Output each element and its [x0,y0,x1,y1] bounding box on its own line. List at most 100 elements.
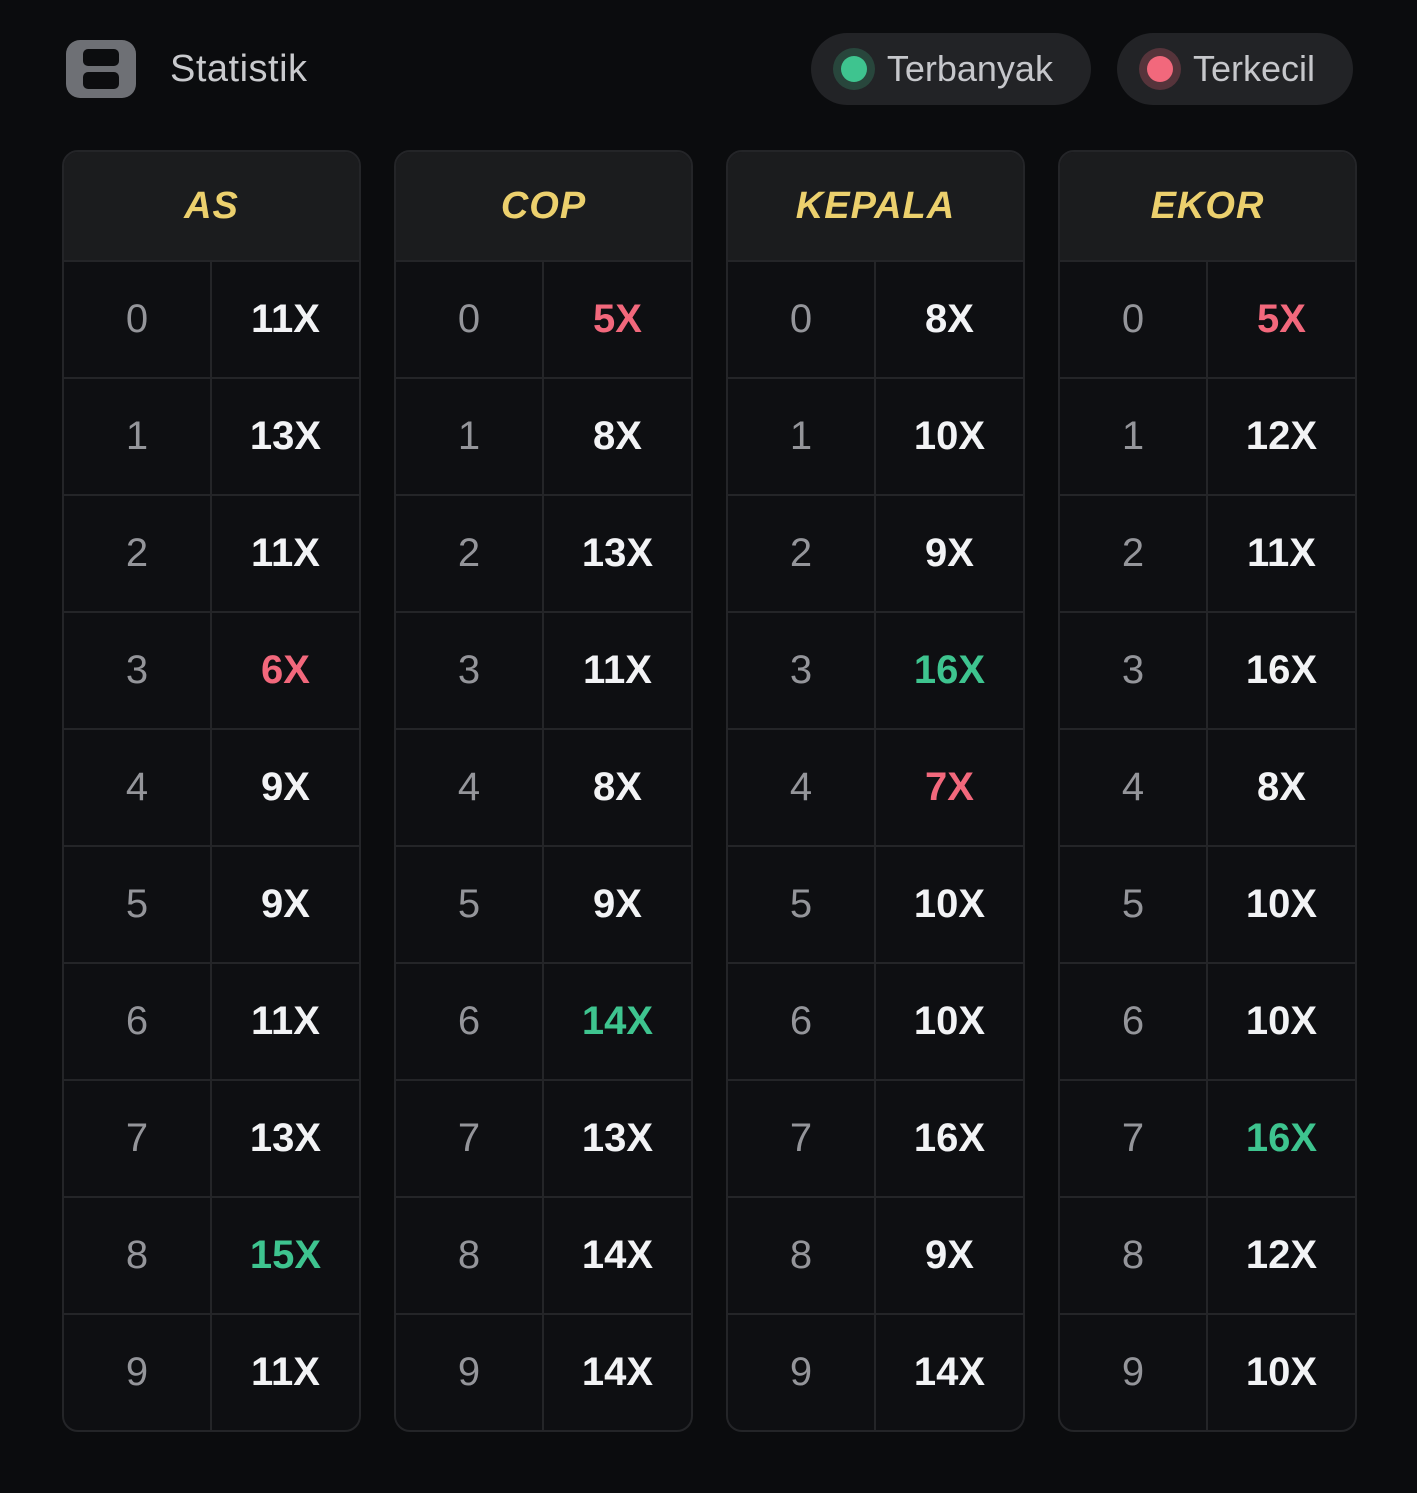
legend-label-terbanyak: Terbanyak [886,48,1053,89]
value-cell: 9X [593,882,642,926]
value-cell: 8X [1257,765,1306,809]
digit-cell: 4 [64,730,212,845]
table-row: 3 6X [64,613,359,730]
table-row: 2 9X [728,496,1023,613]
value-cell: 13X [249,414,322,458]
value-cell: 5X [593,297,642,341]
value-cell: 13X [581,531,654,575]
digit-cell: 5 [396,847,544,962]
value-cell: 9X [261,765,310,809]
value-cell: 5X [1257,297,1306,341]
digit-cell: 8 [64,1198,212,1313]
value-cell: 8X [593,765,642,809]
digit-cell: 3 [64,613,212,728]
table-row: 1 13X [64,379,359,496]
table-row: 3 11X [396,613,691,730]
value-cell: 10X [913,414,986,458]
value-cell: 9X [261,882,310,926]
digit-cell: 8 [1060,1198,1208,1313]
legend-pill-terbanyak[interactable]: Terbanyak [810,33,1091,105]
value-cell: 16X [913,648,986,692]
value-cell: 11X [251,297,320,341]
table-row: 9 14X [728,1315,1023,1430]
digit-cell: 3 [728,613,876,728]
table-row: 9 11X [64,1315,359,1430]
value-cell: 11X [251,1350,320,1394]
digit-cell: 2 [728,496,876,611]
value-cell: 14X [581,999,654,1043]
value-cell: 14X [581,1233,654,1277]
digit-cell: 0 [728,262,876,377]
digit-cell: 0 [64,262,212,377]
digit-cell: 1 [64,379,212,494]
stat-table-kepala: KEPALA 0 8X 1 10X 2 9X 3 16X 4 7X 5 10X 6 10X 7 16X 8 9X 9 1… [726,150,1025,1432]
table-row: 7 16X [728,1081,1023,1198]
table-row: 2 11X [1060,496,1355,613]
value-cell: 9X [925,1233,974,1277]
table-row: 1 12X [1060,379,1355,496]
value-cell: 13X [249,1116,322,1160]
table-row: 0 8X [728,262,1023,379]
digit-cell: 0 [396,262,544,377]
table-row: 7 13X [64,1081,359,1198]
digit-cell: 8 [728,1198,876,1313]
rows-icon-slot [83,49,119,66]
digit-cell: 5 [728,847,876,962]
digit-cell: 8 [396,1198,544,1313]
value-cell: 7X [925,765,974,809]
digit-cell: 7 [64,1081,212,1196]
title-group: Statistik [66,40,308,98]
table-row: 5 9X [64,847,359,964]
value-cell: 9X [925,531,974,575]
value-cell: 11X [583,648,652,692]
digit-cell: 6 [64,964,212,1079]
table-row: 7 13X [396,1081,691,1198]
table-title: COP [396,152,691,262]
value-cell: 12X [1245,1233,1318,1277]
digit-cell: 7 [1060,1081,1208,1196]
value-cell: 15X [249,1233,322,1277]
value-cell: 16X [913,1116,986,1160]
legend-pill-terkecil[interactable]: Terkecil [1116,33,1353,105]
table-row: 5 10X [1060,847,1355,964]
digit-cell: 4 [396,730,544,845]
legend: Terbanyak Terkecil [810,33,1353,105]
table-row: 0 5X [1060,262,1355,379]
table-row: 5 9X [396,847,691,964]
value-cell: 10X [1245,1350,1318,1394]
digit-cell: 3 [396,613,544,728]
digit-cell: 2 [64,496,212,611]
table-row: 1 10X [728,379,1023,496]
digit-cell: 1 [1060,379,1208,494]
table-row: 4 8X [1060,730,1355,847]
rows-icon-slot [83,72,119,89]
digit-cell: 6 [396,964,544,1079]
table-row: 2 11X [64,496,359,613]
table-title: AS [64,152,359,262]
digit-cell: 4 [728,730,876,845]
table-row: 5 10X [728,847,1023,964]
stat-table-cop: COP 0 5X 1 8X 2 13X 3 11X 4 8X 5 9X 6 14X 7 13X 8 14X 9 14X [394,150,693,1432]
statistics-tables: AS 0 11X 1 13X 2 11X 3 6X 4 9X 5 9X 6 11X 7 13X 8 15X 9 11X C… [62,150,1357,1432]
value-cell: 11X [251,999,320,1043]
value-cell: 10X [1245,882,1318,926]
table-row: 7 16X [1060,1081,1355,1198]
page-title: Statistik [170,47,308,90]
table-row: 8 12X [1060,1198,1355,1315]
legend-label-terkecil: Terkecil [1192,48,1315,89]
table-row: 2 13X [396,496,691,613]
table-row: 3 16X [728,613,1023,730]
table-title: KEPALA [728,152,1023,262]
table-row: 8 14X [396,1198,691,1315]
table-row: 8 9X [728,1198,1023,1315]
table-row: 4 7X [728,730,1023,847]
table-row: 4 9X [64,730,359,847]
digit-cell: 1 [396,379,544,494]
value-cell: 10X [913,882,986,926]
stat-table-ekor: EKOR 0 5X 1 12X 2 11X 3 16X 4 8X 5 10X 6 10X 7 16X 8 12X 9 1… [1058,150,1357,1432]
value-cell: 10X [1245,999,1318,1043]
digit-cell: 3 [1060,613,1208,728]
digit-cell: 5 [64,847,212,962]
table-row: 8 15X [64,1198,359,1315]
digit-cell: 7 [396,1081,544,1196]
